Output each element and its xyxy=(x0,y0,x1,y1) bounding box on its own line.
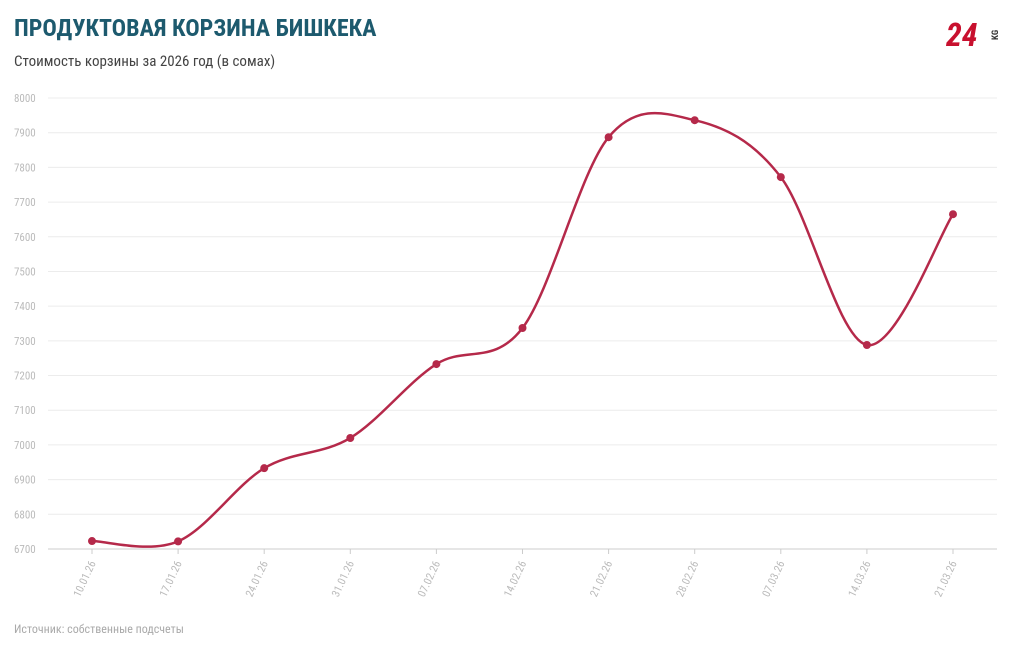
x-tick-label: 24.01.26 xyxy=(243,559,271,599)
x-tick-label: 07.02.26 xyxy=(415,559,443,599)
point xyxy=(174,537,183,546)
y-tick-label: 7400 xyxy=(14,300,36,313)
point xyxy=(346,433,355,442)
y-tick-label: 7600 xyxy=(14,231,36,244)
chart-title: ПРОДУКТОВАЯ КОРЗИНА БИШКЕКА xyxy=(14,14,377,42)
x-tick-label: 14.02.26 xyxy=(501,559,529,599)
y-tick-label: 7500 xyxy=(14,265,36,278)
chart-subtitle: Стоимость корзины за 2026 год (в сомах) xyxy=(14,52,275,70)
x-tick-label: 17.01.26 xyxy=(157,559,185,599)
point xyxy=(518,324,527,333)
logo-suffix: KG xyxy=(991,30,1001,40)
source-note: Источник: собственные подсчеты xyxy=(14,622,184,636)
point xyxy=(862,341,871,350)
logo: 24 xyxy=(945,16,978,54)
point xyxy=(690,116,699,125)
x-tick-label: 14.03.26 xyxy=(846,559,874,599)
y-tick-label: 7800 xyxy=(14,161,36,174)
x-tick-label: 07.03.26 xyxy=(760,559,788,599)
y-tick-label: 6800 xyxy=(14,508,36,521)
point xyxy=(776,173,785,182)
x-tick-label: 21.02.26 xyxy=(587,559,615,599)
y-tick-label: 6900 xyxy=(14,474,36,487)
x-tick-label: 10.01.26 xyxy=(71,559,99,599)
y-tick-label: 6700 xyxy=(14,543,36,556)
x-tick-label: 28.02.26 xyxy=(673,559,701,599)
point xyxy=(88,537,96,546)
y-tick-label: 7200 xyxy=(14,370,36,383)
point xyxy=(949,210,957,219)
y-tick-label: 8000 xyxy=(14,92,36,105)
line xyxy=(91,111,955,548)
point xyxy=(260,464,269,473)
y-tick-label: 7000 xyxy=(14,439,36,452)
y-tick-label: 7100 xyxy=(14,404,36,417)
x-tick-label: 21.03.26 xyxy=(932,559,960,599)
point xyxy=(604,133,613,142)
y-tick-label: 7700 xyxy=(14,196,36,209)
y-tick-label: 7300 xyxy=(14,335,36,348)
x-tick-label: 31.01.26 xyxy=(329,559,357,599)
y-tick-label: 7900 xyxy=(14,127,36,140)
point xyxy=(432,360,441,369)
